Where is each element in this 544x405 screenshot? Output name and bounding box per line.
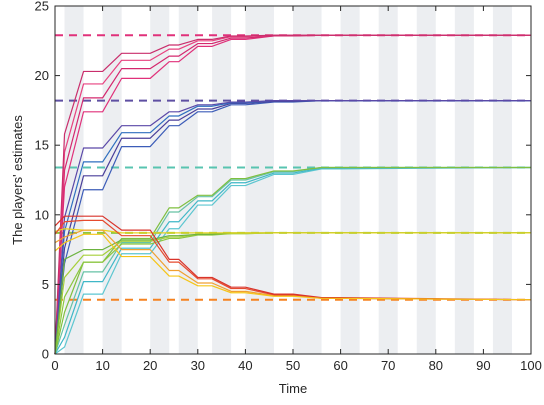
y-tick-label-5: 25 — [35, 0, 49, 14]
shaded-interval-8 — [378, 6, 398, 354]
shaded-interval-0 — [64, 6, 84, 354]
series-line-g5-18 — [54, 215, 532, 301]
x-tick-label-8: 80 — [429, 358, 443, 373]
y-tick-label-3: 15 — [35, 138, 49, 153]
shaded-interval-10 — [454, 6, 474, 354]
shaded-intervals — [64, 6, 512, 354]
x-tick-label-6: 60 — [333, 358, 347, 373]
x-tick-label-5: 50 — [286, 358, 300, 373]
shaded-interval-2 — [150, 6, 170, 354]
series-line-g2-7 — [54, 100, 531, 355]
series-line-g1-3 — [54, 34, 531, 355]
x-tick-label-2: 20 — [143, 358, 157, 373]
x-tick-label-1: 10 — [95, 358, 109, 373]
x-tick-label-7: 70 — [381, 358, 395, 373]
y-tick-label-0: 0 — [42, 347, 49, 362]
series-line-g5-17 — [54, 219, 532, 301]
x-tick-label-4: 40 — [238, 358, 252, 373]
shaded-interval-7 — [340, 6, 360, 354]
shaded-interval-11 — [492, 6, 512, 354]
y-tick-label-1: 5 — [42, 277, 49, 292]
series-line-g3-8 — [54, 166, 532, 355]
y-axis-label: The players' estimates — [10, 115, 25, 245]
series-line-g5-19 — [54, 233, 532, 301]
x-tick-label-10: 100 — [520, 358, 542, 373]
series-line-g3-9 — [54, 166, 532, 355]
shaded-interval-9 — [416, 6, 436, 354]
shaded-interval-6 — [293, 6, 322, 354]
y-axis-ticks: 0 5 10 15 20 25 — [35, 0, 531, 362]
y-tick-label-4: 20 — [35, 68, 49, 83]
shaded-interval-1 — [102, 6, 122, 354]
y-tick-label-2: 10 — [35, 207, 49, 222]
shaded-interval-3 — [178, 6, 198, 354]
x-tick-label-3: 30 — [191, 358, 205, 373]
x-axis-ticks: 0 10 20 30 40 50 60 70 80 90 100 — [51, 6, 542, 373]
x-tick-label-0: 0 — [51, 358, 58, 373]
x-axis-label: Time — [279, 381, 307, 396]
shaded-interval-4 — [212, 6, 232, 354]
series-lines — [54, 34, 532, 355]
x-tick-label-9: 90 — [476, 358, 490, 373]
